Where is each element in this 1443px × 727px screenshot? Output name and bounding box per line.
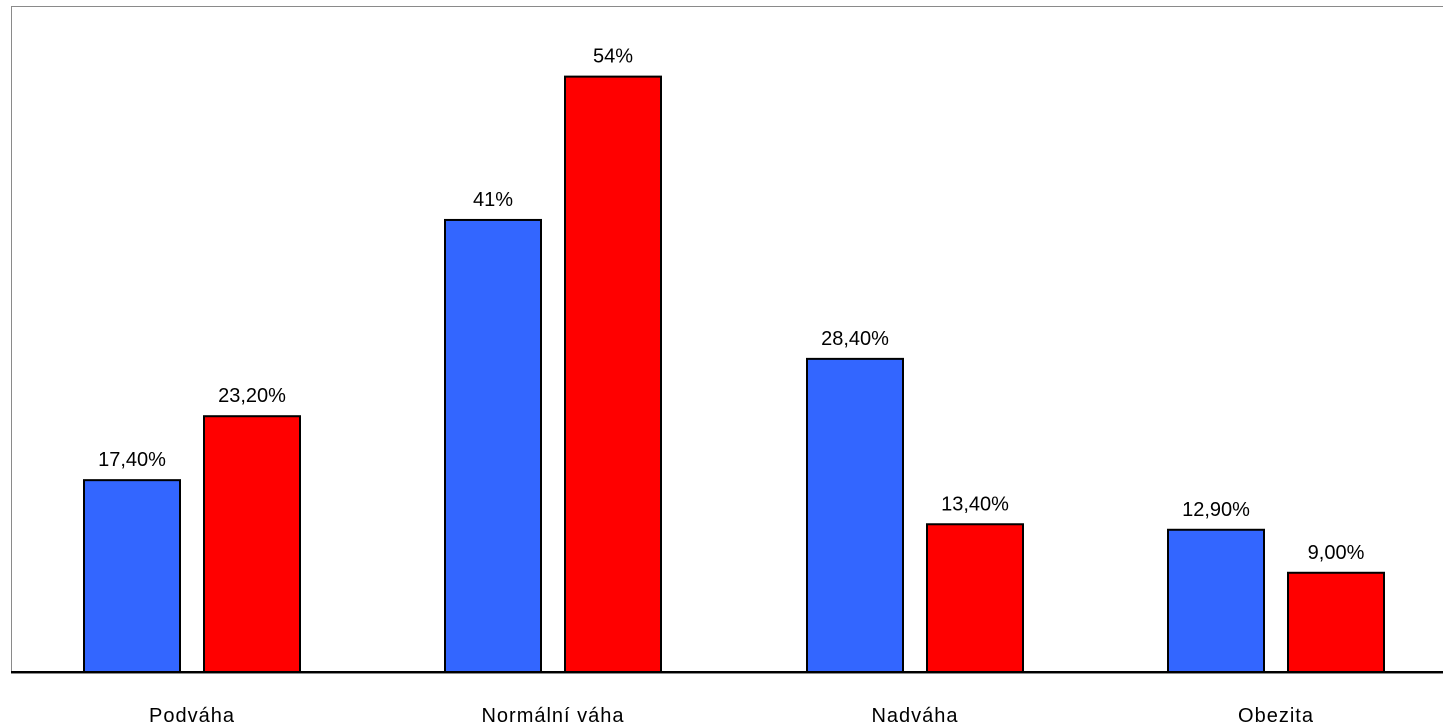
plot-frame <box>11 6 1443 674</box>
data-label-nadvaha-series-1: 28,40% <box>821 328 889 350</box>
bar-nadvaha-series-1 <box>806 357 904 673</box>
data-label-podvaha-series-1: 17,40% <box>98 449 166 471</box>
bar-nadvaha-series-2 <box>926 523 1024 673</box>
category-axis: Podváha Normální váha Nadváha Obezita <box>149 705 1314 727</box>
bar-normalni-vaha-series-1 <box>444 218 542 673</box>
category-label-normalni-vaha: Normální váha <box>481 705 624 727</box>
bars-layer <box>83 75 1385 674</box>
data-label-obezita-series-1: 12,90% <box>1182 499 1250 521</box>
data-labels-layer: 17,40% 23,20% 41% 54% 28,40% 13,40% 12,90% 9,00… <box>98 46 1364 564</box>
category-label-podvaha: Podváha <box>149 705 235 727</box>
data-label-obezita-series-2: 9,00% <box>1308 542 1365 564</box>
bar-podvaha-series-1 <box>83 479 181 673</box>
category-label-obezita: Obezita <box>1238 705 1314 727</box>
data-label-nadvaha-series-2: 13,40% <box>941 493 1009 515</box>
data-label-podvaha-series-2: 23,20% <box>218 385 286 407</box>
category-label-nadvaha: Nadváha <box>871 705 958 727</box>
bar-obezita-series-1 <box>1167 528 1265 673</box>
data-label-normalni-vaha-series-2: 54% <box>593 46 633 68</box>
data-label-normalni-vaha-series-1: 41% <box>473 189 513 211</box>
bar-podvaha-series-2 <box>203 415 301 674</box>
bar-obezita-series-2 <box>1287 571 1385 673</box>
bar-normalni-vaha-series-2 <box>564 75 662 674</box>
